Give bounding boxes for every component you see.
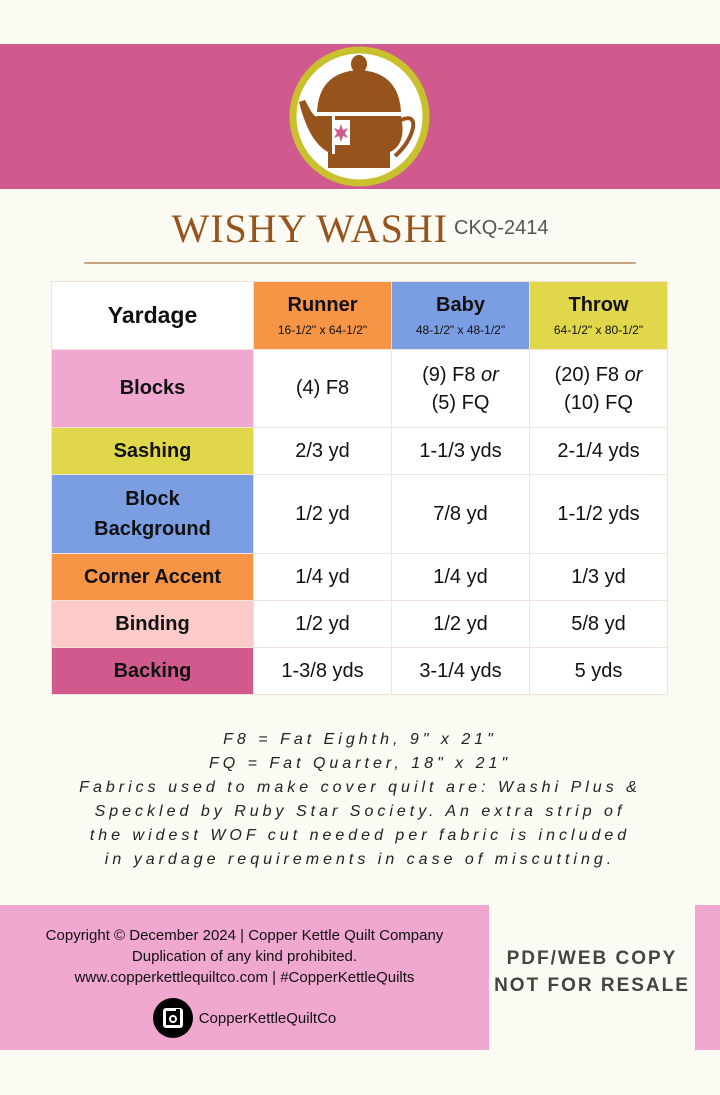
col-runner: Runner 16-1/2" x 64-1/2" — [253, 281, 392, 350]
cell: 1-1/3 yds — [391, 427, 530, 475]
footer-strip — [695, 905, 720, 1050]
cell: 1/4 yd — [253, 553, 392, 601]
instagram-link[interactable]: CopperKettleQuiltCo — [0, 998, 489, 1038]
col-size: 16-1/2" x 64-1/2" — [277, 323, 368, 337]
cell-text: (10) FQ — [564, 391, 633, 414]
table-row: Binding 1/2 yd 1/2 yd 5/8 yd — [51, 600, 668, 648]
resale-stamp: PDF/WEB COPY NOT FOR RESALE — [489, 945, 695, 999]
table-row: Blocks (4) F8 (9) F8 or (5) FQ (20) F8 or… — [51, 349, 668, 428]
cell: 1/3 yd — [529, 553, 668, 601]
note-line: Speckled by Ruby Star Society. An extra … — [94, 803, 626, 820]
cell: 1-1/2 yds — [529, 474, 668, 554]
cell: 1-3/8 yds — [253, 647, 392, 695]
cell-text: (5) FQ — [431, 391, 490, 414]
divider — [84, 262, 636, 264]
col-throw: Throw 64-1/2" x 80-1/2" — [529, 281, 668, 350]
table-header-row: Yardage Runner 16-1/2" x 64-1/2" Baby 48-1… — [51, 281, 668, 350]
cell: 5/8 yd — [529, 600, 668, 648]
title-text: WISHY WASHI — [171, 206, 449, 251]
instagram-icon — [152, 998, 193, 1038]
col-size: 64-1/2" x 80-1/2" — [553, 323, 644, 337]
cell: 2/3 yd — [253, 427, 392, 475]
row-label: Blocks — [51, 349, 254, 428]
note-line: the widest WOF cut needed per fabric is … — [89, 827, 631, 844]
cell-text: (20) F8 — [554, 363, 625, 386]
stamp-line: PDF/WEB COPY — [506, 948, 678, 969]
footer: Copyright © December 2024 | Copper Kettl… — [0, 905, 489, 1050]
corner-header: Yardage — [51, 281, 254, 350]
cell: 1/2 yd — [253, 474, 392, 554]
note-line: Fabrics used to make cover quilt are: Wa… — [79, 779, 641, 796]
copyright: Copyright © December 2024 | Copper Kettl… — [45, 927, 444, 944]
row-label: Block Background — [51, 474, 254, 554]
cell: 2-1/4 yds — [529, 427, 668, 475]
stamp-line: NOT FOR RESALE — [494, 975, 690, 996]
col-size: 48-1/2" x 48-1/2" — [415, 323, 506, 337]
cell: 1/2 yd — [253, 600, 392, 648]
cell-or: or — [624, 363, 643, 386]
row-label: Sashing — [51, 427, 254, 475]
row-label: Binding — [51, 600, 254, 648]
cell: 1/4 yd — [391, 553, 530, 601]
pattern-code: CKQ-2414 — [454, 217, 549, 239]
table-row: Corner Accent 1/4 yd 1/4 yd 1/3 yd — [51, 553, 668, 601]
cell: 1/2 yd — [391, 600, 530, 648]
cell: (20) F8 or (10) FQ — [529, 349, 668, 428]
table-row: Block Background 1/2 yd 7/8 yd 1-1/2 yds — [51, 474, 668, 554]
note-line: FQ = Fat Quarter, 18" x 21" — [208, 755, 512, 772]
duplication-notice: Duplication of any kind prohibited. — [131, 948, 358, 965]
cell-text: (4) F8 — [295, 377, 350, 399]
row-label: Corner Accent — [51, 553, 254, 601]
teapot-logo-icon — [289, 46, 430, 187]
table-row: Sashing 2/3 yd 1-1/3 yds 2-1/4 yds — [51, 427, 668, 475]
cell-or: or — [481, 363, 499, 386]
cell: (4) F8 — [253, 349, 392, 428]
website-link[interactable]: www.copperkettlequiltco.com | #CopperKet… — [74, 969, 415, 986]
cell: 7/8 yd — [391, 474, 530, 554]
cell: 5 yds — [529, 647, 668, 695]
note-line: in yardage requirements in case of miscu… — [104, 851, 616, 868]
cell-text: (9) F8 — [422, 363, 482, 386]
cell: 3-1/4 yds — [391, 647, 530, 695]
note-line: F8 = Fat Eighth, 9" x 21" — [223, 731, 497, 748]
instagram-handle: CopperKettleQuiltCo — [198, 1009, 337, 1027]
notes: F8 = Fat Eighth, 9" x 21" FQ = Fat Quart… — [0, 728, 720, 872]
col-label: Baby — [436, 294, 485, 316]
table-row: Backing 1-3/8 yds 3-1/4 yds 5 yds — [51, 647, 668, 695]
row-label: Backing — [51, 647, 254, 695]
col-baby: Baby 48-1/2" x 48-1/2" — [391, 281, 530, 350]
col-label: Throw — [568, 294, 629, 316]
cell: (9) F8 or (5) FQ — [391, 349, 530, 428]
col-label: Runner — [287, 294, 358, 316]
yardage-table: Yardage Runner 16-1/2" x 64-1/2" Baby 48-1… — [51, 281, 668, 695]
pattern-title: WISHY WASHI CKQ-2414 — [0, 205, 720, 252]
